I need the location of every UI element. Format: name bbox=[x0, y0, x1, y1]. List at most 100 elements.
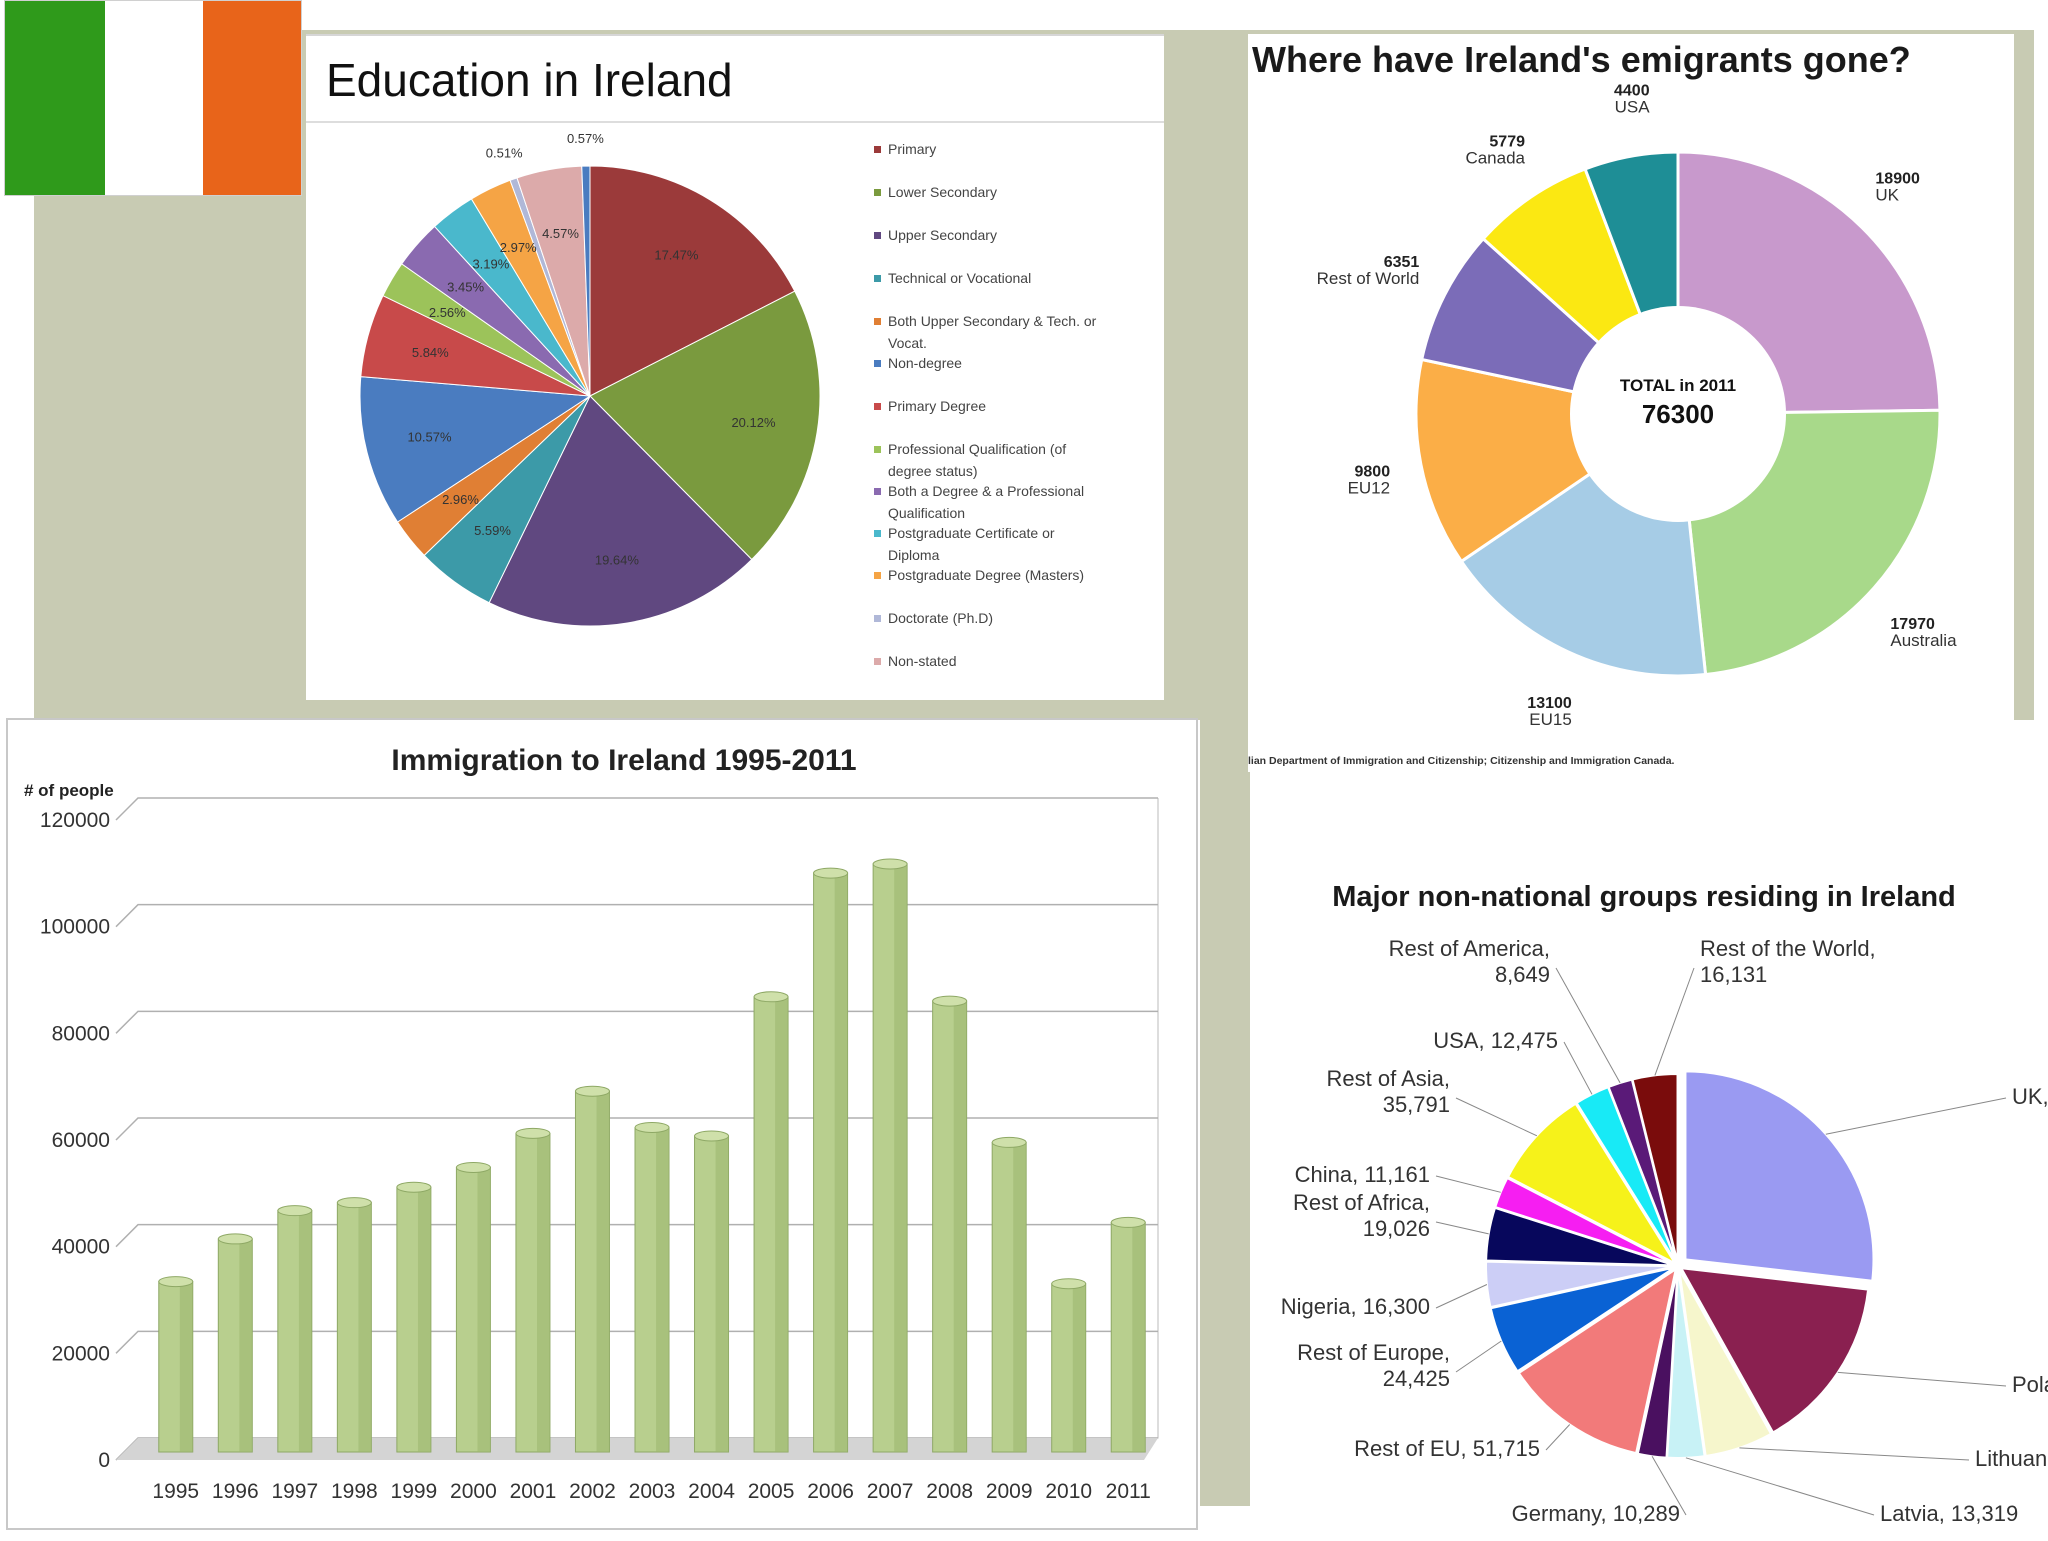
education-legend-label: Qualification bbox=[888, 505, 965, 521]
flag-green-stripe bbox=[5, 1, 105, 195]
legend-swatch bbox=[874, 572, 881, 579]
bar-cap bbox=[336, 1197, 372, 1209]
education-slice bbox=[589, 165, 796, 397]
bar-2003 bbox=[634, 1121, 670, 1453]
nonnational-slice-label: UK, 112,548 bbox=[2012, 1084, 2048, 1109]
education-slice-label: 17.47% bbox=[654, 248, 699, 263]
education-legend-item: Primary Degree bbox=[874, 398, 986, 414]
slide-title: Education in Ireland bbox=[326, 54, 733, 106]
education-legend-item: Both Upper Secondary & Tech. or Vocat. bbox=[874, 313, 1097, 351]
leader-line bbox=[1435, 1284, 1488, 1309]
leader-line bbox=[1739, 1447, 1970, 1461]
bar-shade bbox=[358, 1202, 372, 1452]
education-slice-label: 0.51% bbox=[486, 146, 523, 161]
x-tick-label: 1996 bbox=[212, 1480, 259, 1503]
bar-cap bbox=[158, 1276, 194, 1288]
bar-cap bbox=[217, 1233, 253, 1245]
nonnational-slice-label: 16,131 bbox=[1700, 962, 1767, 987]
bar-2006 bbox=[813, 867, 849, 1453]
education-legend-label: Lower Secondary bbox=[888, 184, 997, 200]
education-legend-item: Upper Secondary bbox=[874, 227, 997, 243]
slide-background-right bbox=[1200, 700, 1250, 1506]
nonnational-chart-title: Major non-national groups residing in Ir… bbox=[1332, 881, 1956, 913]
x-tick-label: 2004 bbox=[688, 1480, 735, 1503]
education-legend-label: Non-degree bbox=[888, 355, 962, 371]
bar-2010 bbox=[1051, 1278, 1087, 1453]
bar-1997 bbox=[277, 1205, 313, 1453]
emigrants-chart-title: Where have Ireland's emigrants gone? bbox=[1252, 39, 1911, 80]
education-slice-label: 0.57% bbox=[567, 131, 604, 146]
education-slice-label: 4.57% bbox=[542, 226, 579, 241]
education-legend-label: Non-stated bbox=[888, 653, 956, 669]
nonnational-slice-rest-of-asia bbox=[1506, 1102, 1678, 1266]
emigrants-category-label: EU15 bbox=[1529, 710, 1572, 729]
education-slice bbox=[589, 290, 821, 561]
bar-2002 bbox=[574, 1085, 610, 1453]
bar-cap bbox=[515, 1127, 551, 1139]
leader-line bbox=[1545, 1424, 1571, 1451]
nonnational-slice-rest-of-the-world bbox=[1631, 1073, 1679, 1263]
legend-swatch bbox=[874, 403, 881, 410]
x-tick-label: 2008 bbox=[926, 1480, 973, 1503]
bar-cap bbox=[932, 995, 968, 1007]
x-tick-label: 1997 bbox=[271, 1480, 318, 1503]
education-legend-label: Both Upper Secondary & Tech. or bbox=[888, 313, 1097, 329]
leader-line bbox=[1654, 967, 1695, 1076]
education-card: Education in Ireland 17.47% 20.12% 19.64% 5… bbox=[306, 34, 1164, 700]
leader-line bbox=[1685, 1457, 1875, 1516]
nonnational-chart: Major non-national groups residing in Ir… bbox=[1281, 881, 2048, 1526]
bar-shade bbox=[834, 873, 848, 1452]
education-legend-label: Postgraduate Certificate or bbox=[888, 525, 1055, 541]
x-tick-label: 2010 bbox=[1045, 1480, 1092, 1503]
legend-swatch bbox=[874, 360, 881, 367]
nonnational-slice-label: Nigeria, 16,300 bbox=[1281, 1294, 1430, 1319]
emigrants-category-label: Rest of World bbox=[1317, 269, 1420, 288]
emigrants-value-label: 4400 bbox=[1614, 82, 1650, 99]
education-legend-label: Postgraduate Degree (Masters) bbox=[888, 567, 1084, 583]
nonnational-slice-label: Rest of EU, 51,715 bbox=[1354, 1436, 1540, 1461]
education-legend-item: Postgraduate Certificate or Diploma bbox=[874, 525, 1055, 563]
y-tick-label: 120000 bbox=[40, 809, 110, 832]
x-tick-label: 2003 bbox=[629, 1480, 676, 1503]
bar-shade bbox=[239, 1238, 253, 1452]
education-legend-item: Professional Qualification (of degree sta… bbox=[874, 441, 1066, 479]
emigrants-chart: Where have Ireland's emigrants gone? TOT… bbox=[1248, 39, 1957, 767]
nonnational-slice-label: 24,425 bbox=[1383, 1366, 1450, 1391]
x-tick-label: 2006 bbox=[807, 1480, 854, 1503]
education-chart: Education in Ireland 17.47% 20.12% 19.64% 5… bbox=[306, 54, 1164, 669]
bar-shade bbox=[894, 864, 908, 1452]
education-legend-label: Diploma bbox=[888, 547, 940, 563]
x-tick-label: 2011 bbox=[1106, 1480, 1151, 1503]
nonnational-slice-label: Rest of the World, bbox=[1700, 936, 1876, 961]
bar-2004 bbox=[694, 1130, 730, 1453]
bar-shade bbox=[715, 1136, 729, 1452]
education-slice-label: 3.45% bbox=[447, 280, 484, 295]
education-legend-item: Doctorate (Ph.D) bbox=[874, 610, 993, 626]
bar-2009 bbox=[991, 1136, 1027, 1453]
bar-cap bbox=[753, 991, 789, 1003]
bar-cap bbox=[277, 1205, 313, 1217]
education-legend-label: Vocat. bbox=[888, 335, 927, 351]
bar-cap bbox=[1051, 1278, 1087, 1290]
nonnational-slice-label: Rest of Africa, bbox=[1293, 1190, 1430, 1215]
x-tick-label: 2002 bbox=[569, 1480, 616, 1503]
bar-2008 bbox=[932, 995, 968, 1453]
ireland-flag bbox=[4, 0, 302, 196]
education-legend-label: Both a Degree & a Professional bbox=[888, 483, 1084, 499]
emigrants-center-value: 76300 bbox=[1642, 399, 1714, 429]
x-tick-label: 1995 bbox=[152, 1480, 199, 1503]
bar-shade bbox=[537, 1133, 550, 1452]
y-tick-label: 80000 bbox=[52, 1022, 110, 1045]
bar-1995 bbox=[158, 1276, 194, 1453]
bar-cap bbox=[813, 867, 849, 879]
bar-shade bbox=[953, 1001, 967, 1452]
bar-cap bbox=[396, 1181, 432, 1193]
nonnational-slice-label: Rest of Europe, bbox=[1297, 1340, 1450, 1365]
emigrants-center-label: TOTAL in 2011 bbox=[1620, 376, 1736, 395]
bar-shade bbox=[656, 1127, 669, 1452]
